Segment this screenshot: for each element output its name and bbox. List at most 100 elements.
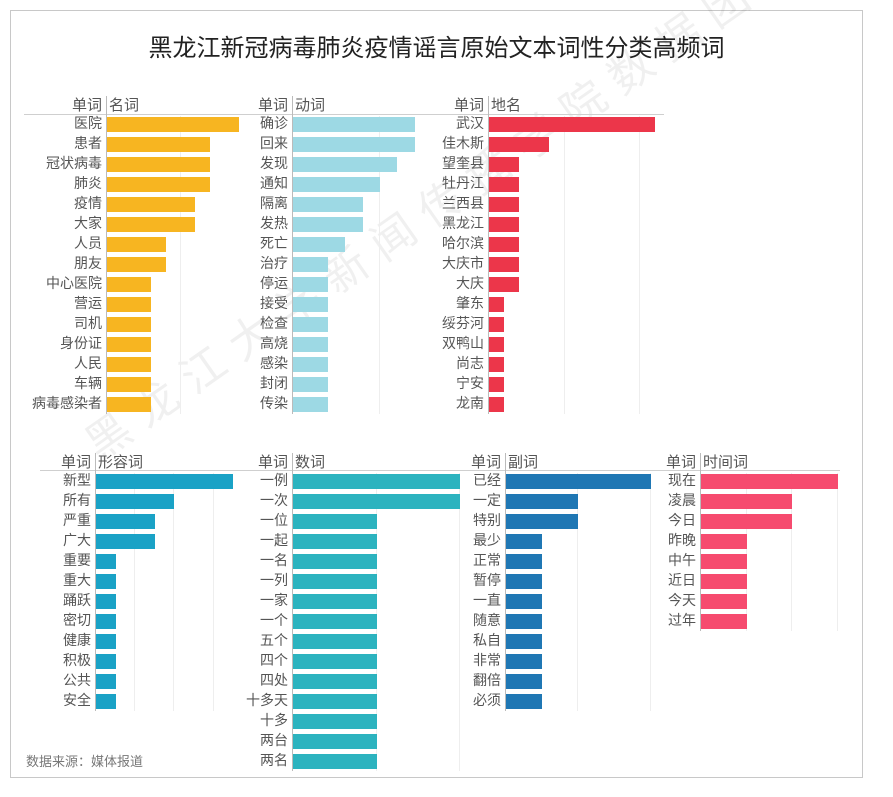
bar-label: 医院 xyxy=(74,116,102,132)
bar-label: 人员 xyxy=(74,236,102,252)
bar-label: 正常 xyxy=(473,553,501,569)
bar-label: 新型 xyxy=(63,473,91,489)
bar xyxy=(107,317,151,332)
bar-label: 一次 xyxy=(260,493,288,509)
bar xyxy=(293,634,377,649)
word-column-header: 单词 xyxy=(71,96,102,114)
bar-label: 随意 xyxy=(473,613,501,629)
word-column-header: 单词 xyxy=(665,453,696,471)
bar xyxy=(506,474,651,489)
gridline xyxy=(577,473,578,711)
bar-label: 冠状病毒 xyxy=(46,156,102,172)
bar xyxy=(107,117,239,132)
bar xyxy=(293,574,377,589)
bar-label: 所有 xyxy=(63,493,91,509)
bar xyxy=(506,634,542,649)
panel-axis xyxy=(488,96,489,414)
bar xyxy=(506,694,542,709)
bar-label: 一家 xyxy=(260,593,288,609)
bar-label: 兰西县 xyxy=(442,196,484,212)
bar-label: 必须 xyxy=(473,693,501,709)
bar xyxy=(293,694,377,709)
category-header: 副词 xyxy=(508,453,539,471)
gridline xyxy=(837,473,838,631)
panel-axis xyxy=(505,453,506,711)
bar-label: 绥芬河 xyxy=(442,316,484,332)
bar-label: 检查 xyxy=(260,316,288,332)
bar xyxy=(293,674,377,689)
bar-label: 今天 xyxy=(668,593,696,609)
bar xyxy=(701,574,747,589)
bar xyxy=(96,694,116,709)
bar-label: 一个 xyxy=(260,613,288,629)
bar xyxy=(489,157,519,172)
word-column-header: 单词 xyxy=(60,453,91,471)
bar-label: 非常 xyxy=(473,653,501,669)
bar xyxy=(96,674,116,689)
bar-label: 严重 xyxy=(63,513,91,529)
panel-axis xyxy=(95,453,96,711)
bar xyxy=(96,614,116,629)
bar-label: 大家 xyxy=(74,216,102,232)
bar-label: 公共 xyxy=(63,673,91,689)
bar-label: 停运 xyxy=(260,276,288,292)
bar xyxy=(506,554,542,569)
bar-label: 重要 xyxy=(63,553,91,569)
bar-label: 黑龙江 xyxy=(442,216,484,232)
bar xyxy=(293,257,328,272)
bar-label: 宁安 xyxy=(456,376,484,392)
bar xyxy=(293,594,377,609)
bar xyxy=(293,277,328,292)
bar xyxy=(96,474,233,489)
bar-label: 十多 xyxy=(260,713,288,729)
bar xyxy=(96,634,116,649)
bar xyxy=(293,197,363,212)
bar-label: 营运 xyxy=(74,296,102,312)
bar xyxy=(96,554,116,569)
bar xyxy=(701,554,747,569)
bar-label: 一列 xyxy=(260,573,288,589)
bar-label: 五个 xyxy=(260,633,288,649)
bar-label: 安全 xyxy=(63,693,91,709)
bar-label: 封闭 xyxy=(260,376,288,392)
bar-label: 人民 xyxy=(74,356,102,372)
bar-label: 积极 xyxy=(63,653,91,669)
bar-label: 牡丹江 xyxy=(442,176,484,192)
gridline xyxy=(459,473,460,771)
bar-label: 佳木斯 xyxy=(442,136,484,152)
bar-label: 一直 xyxy=(473,593,501,609)
bar xyxy=(489,357,504,372)
category-header: 数词 xyxy=(295,453,326,471)
bar xyxy=(96,494,174,509)
bar xyxy=(489,217,519,232)
gridline xyxy=(639,116,640,414)
category-header: 时间词 xyxy=(703,453,749,471)
bar xyxy=(96,594,116,609)
bar xyxy=(701,494,792,509)
bar xyxy=(96,534,155,549)
bar-label: 翻倍 xyxy=(473,673,501,689)
gridline xyxy=(791,473,792,631)
bar-label: 密切 xyxy=(63,613,91,629)
bar-label: 今日 xyxy=(668,513,696,529)
bar xyxy=(489,377,504,392)
bar xyxy=(293,534,377,549)
bar xyxy=(293,137,415,152)
panel-axis xyxy=(106,96,107,414)
bar-label: 司机 xyxy=(74,316,102,332)
bar-label: 私自 xyxy=(473,633,501,649)
bar-label: 暂停 xyxy=(473,573,501,589)
bar xyxy=(506,614,542,629)
source-note: 数据来源：媒体报道 xyxy=(26,755,144,770)
bar xyxy=(293,514,377,529)
bar-label: 身份证 xyxy=(60,336,102,352)
bar-label: 四个 xyxy=(260,653,288,669)
bar xyxy=(489,237,519,252)
bar-label: 近日 xyxy=(668,573,696,589)
bar-label: 哈尔滨 xyxy=(442,236,484,252)
bar xyxy=(489,197,519,212)
bar-label: 病毒感染者 xyxy=(32,396,102,412)
bar-label: 双鸭山 xyxy=(442,336,484,352)
bar-label: 尚志 xyxy=(456,356,484,372)
word-column-header: 单词 xyxy=(257,96,288,114)
